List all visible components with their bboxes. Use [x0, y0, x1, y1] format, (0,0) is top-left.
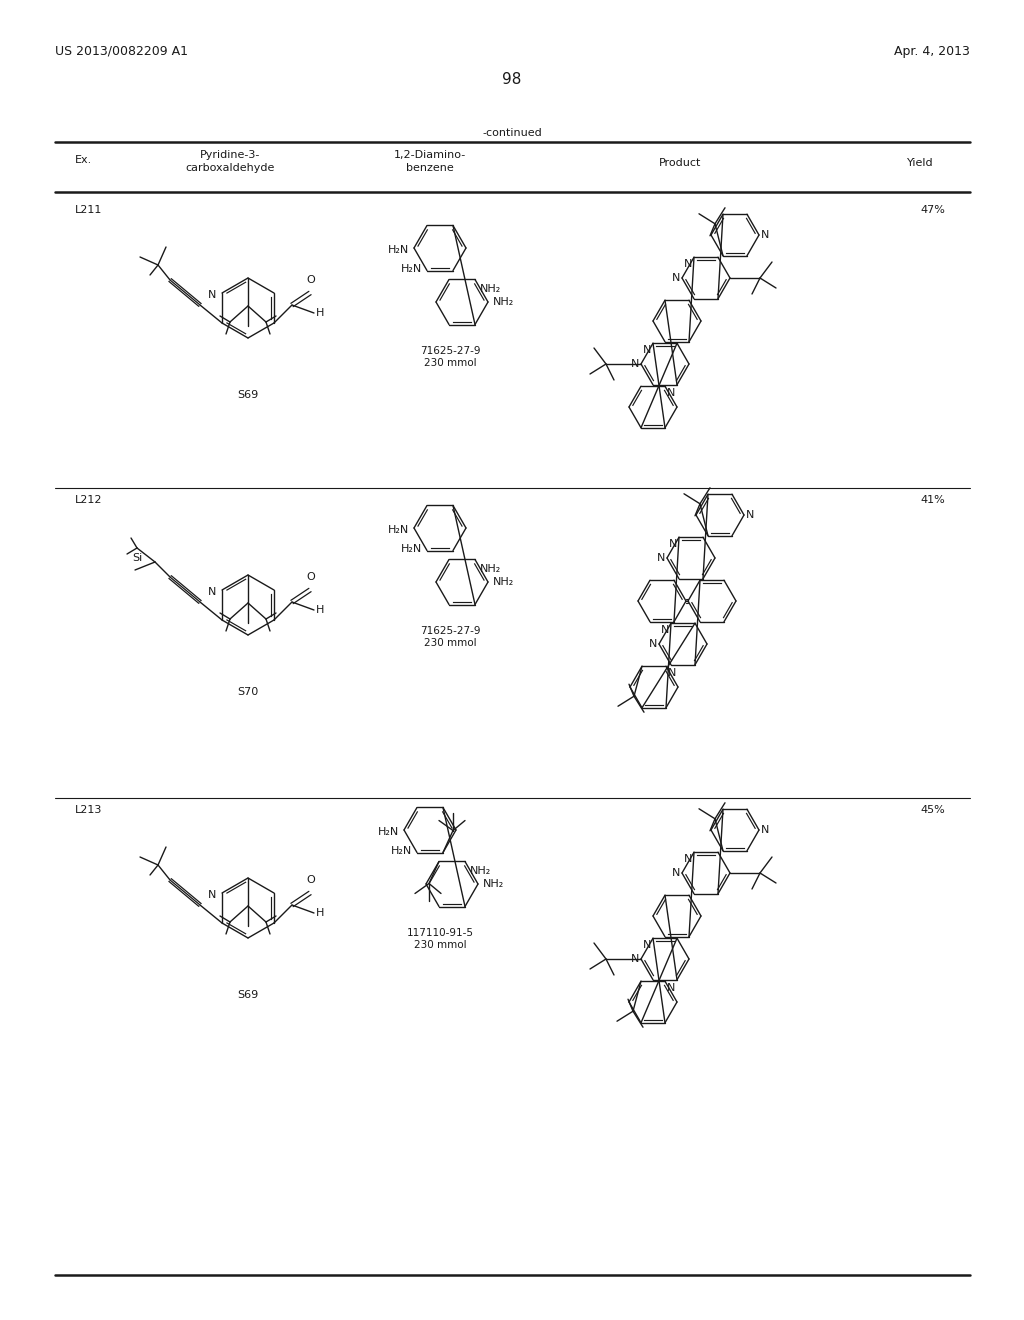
Text: H: H	[316, 605, 325, 615]
Text: H₂N: H₂N	[400, 264, 422, 273]
Text: NH₂: NH₂	[493, 297, 514, 308]
Text: 41%: 41%	[920, 495, 945, 506]
Text: Ex.: Ex.	[75, 154, 92, 165]
Text: N: N	[667, 388, 676, 399]
Text: L212: L212	[75, 495, 102, 506]
Text: N: N	[761, 230, 769, 240]
Text: N: N	[631, 954, 639, 964]
Text: N: N	[684, 259, 692, 269]
Text: N: N	[660, 626, 669, 635]
Text: N: N	[667, 983, 676, 993]
Text: NH₂: NH₂	[483, 879, 504, 888]
Text: L211: L211	[75, 205, 102, 215]
Text: N: N	[631, 359, 639, 370]
Text: NH₂: NH₂	[470, 866, 492, 876]
Text: H₂N: H₂N	[400, 544, 422, 553]
Text: Pyridine-3-: Pyridine-3-	[200, 150, 260, 160]
Text: H: H	[316, 908, 325, 917]
Text: N: N	[656, 553, 665, 564]
Text: N: N	[208, 890, 216, 900]
Text: Product: Product	[658, 158, 701, 168]
Text: O: O	[306, 875, 314, 884]
Text: N: N	[672, 273, 680, 282]
Text: S69: S69	[238, 389, 259, 400]
Text: 47%: 47%	[920, 205, 945, 215]
Text: Apr. 4, 2013: Apr. 4, 2013	[894, 45, 970, 58]
Text: H: H	[316, 308, 325, 318]
Text: S70: S70	[238, 686, 259, 697]
Text: S69: S69	[238, 990, 259, 1001]
Text: H₂N: H₂N	[378, 828, 399, 837]
Text: 117110-91-5: 117110-91-5	[407, 928, 473, 939]
Text: H₂N: H₂N	[388, 525, 409, 535]
Text: 230 mmol: 230 mmol	[414, 940, 466, 950]
Text: US 2013/0082209 A1: US 2013/0082209 A1	[55, 45, 188, 58]
Text: NH₂: NH₂	[480, 565, 502, 574]
Text: N: N	[684, 854, 692, 865]
Text: O: O	[306, 572, 314, 582]
Text: 71625-27-9: 71625-27-9	[420, 626, 480, 636]
Text: 71625-27-9: 71625-27-9	[420, 346, 480, 356]
Text: 230 mmol: 230 mmol	[424, 638, 476, 648]
Text: 45%: 45%	[920, 805, 945, 814]
Text: carboxaldehyde: carboxaldehyde	[185, 162, 274, 173]
Text: N: N	[761, 825, 769, 836]
Text: H₂N: H₂N	[391, 846, 412, 855]
Text: N: N	[648, 639, 657, 649]
Text: -continued: -continued	[482, 128, 542, 139]
Text: N: N	[208, 587, 216, 597]
Text: O: O	[306, 275, 314, 285]
Text: N: N	[643, 346, 651, 355]
Text: 98: 98	[503, 73, 521, 87]
Text: N: N	[672, 869, 680, 878]
Text: N: N	[668, 668, 677, 678]
Text: N: N	[669, 539, 677, 549]
Text: 1,2-Diamino-: 1,2-Diamino-	[394, 150, 466, 160]
Text: L213: L213	[75, 805, 102, 814]
Text: Yield: Yield	[906, 158, 933, 168]
Text: N: N	[208, 290, 216, 300]
Text: N: N	[643, 940, 651, 950]
Text: NH₂: NH₂	[493, 577, 514, 587]
Text: N: N	[746, 510, 755, 520]
Text: NH₂: NH₂	[480, 285, 502, 294]
Text: 230 mmol: 230 mmol	[424, 358, 476, 368]
Text: H₂N: H₂N	[388, 246, 409, 255]
Text: benzene: benzene	[407, 162, 454, 173]
Text: Si: Si	[132, 553, 142, 564]
